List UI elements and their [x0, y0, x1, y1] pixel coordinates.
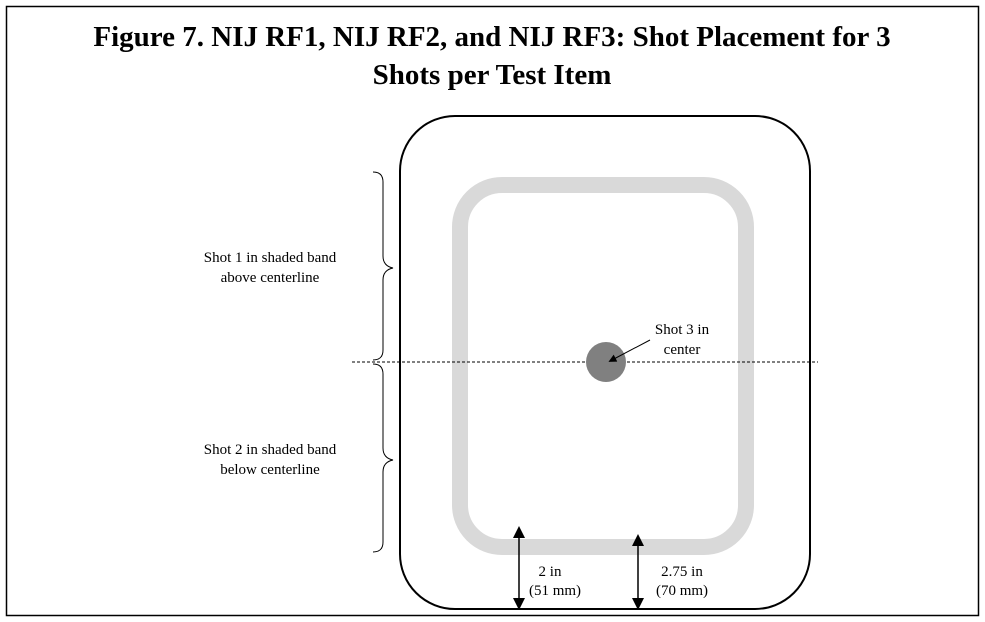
label: Shot 3 in — [655, 322, 710, 338]
brace — [372, 171, 394, 361]
label: (70 mm) — [656, 583, 708, 599]
label: above centerline — [221, 270, 320, 286]
label: below centerline — [220, 462, 320, 478]
center-shot — [586, 342, 626, 382]
label: center — [664, 342, 701, 358]
title-line: Figure 7. NIJ RF1, NIJ RF2, and NIJ RF3:… — [93, 21, 890, 53]
pointer — [608, 339, 651, 362]
label: Shot 2 in shaded band — [204, 442, 337, 458]
label: 2.75 in — [661, 564, 703, 580]
label: (51 mm) — [529, 583, 581, 599]
label: 2 in — [539, 564, 562, 580]
frame — [5, 5, 980, 617]
shaded-band — [452, 177, 754, 555]
brace — [372, 363, 394, 553]
label: Shot 1 in shaded band — [204, 250, 337, 266]
title-line: Shots per Test Item — [373, 59, 612, 91]
